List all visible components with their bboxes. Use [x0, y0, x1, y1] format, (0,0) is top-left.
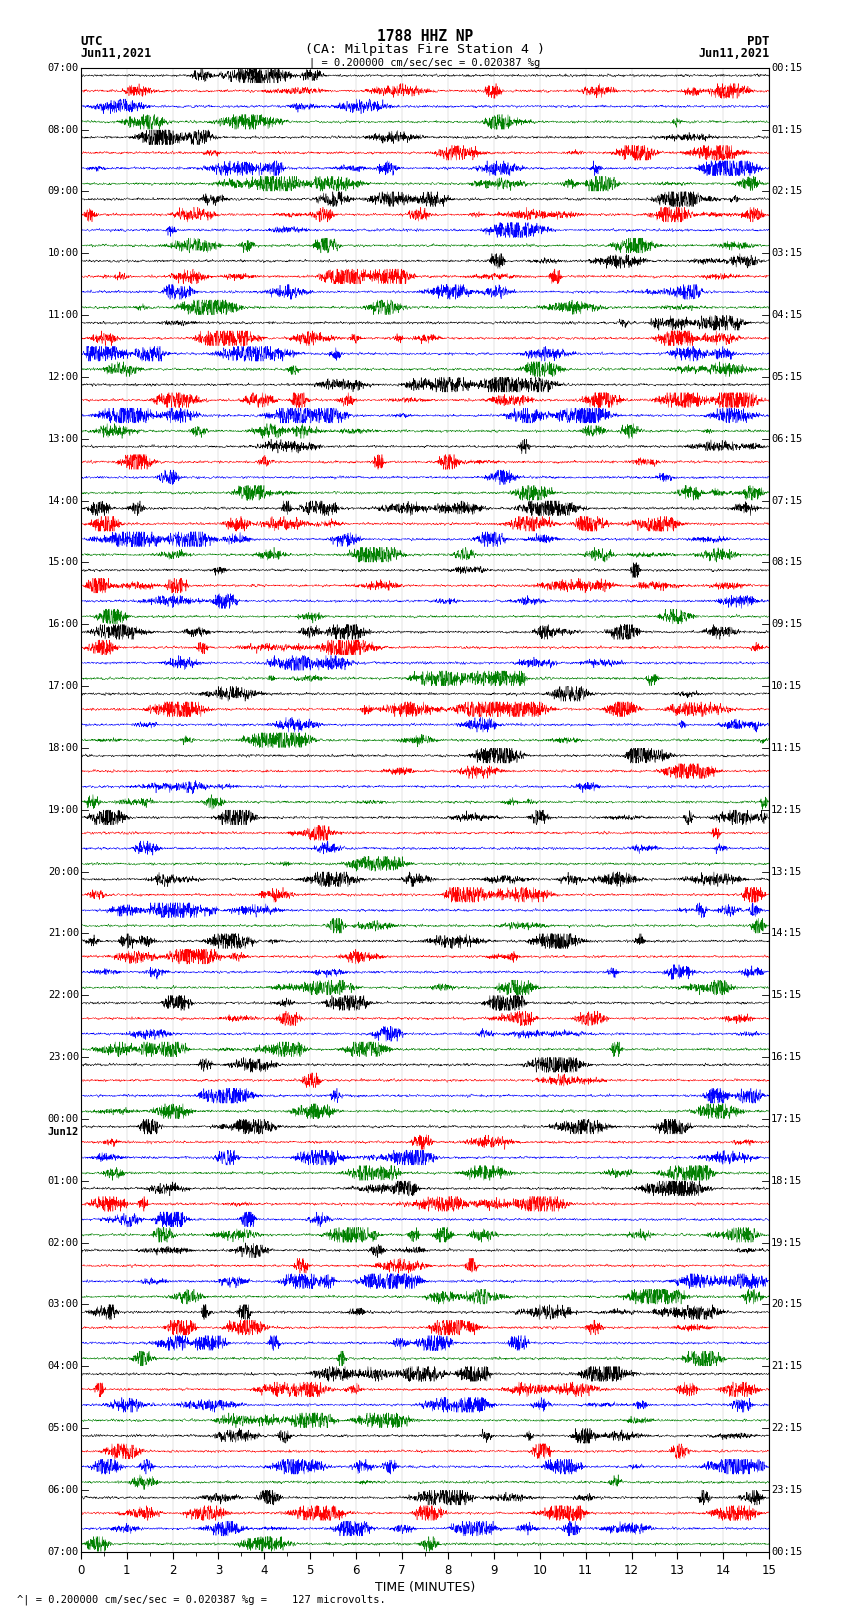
Text: ^| = 0.200000 cm/sec/sec = 0.020387 %g =    127 microvolts.: ^| = 0.200000 cm/sec/sec = 0.020387 %g =…	[17, 1594, 386, 1605]
Text: 22:15: 22:15	[771, 1423, 802, 1432]
Text: 00:15: 00:15	[771, 63, 802, 73]
Text: 06:15: 06:15	[771, 434, 802, 444]
Text: 10:15: 10:15	[771, 681, 802, 690]
Text: 11:00: 11:00	[48, 310, 79, 319]
Text: 23:15: 23:15	[771, 1486, 802, 1495]
Text: 00:00: 00:00	[48, 1115, 79, 1124]
Text: 20:15: 20:15	[771, 1300, 802, 1310]
Text: 14:15: 14:15	[771, 929, 802, 939]
Text: 23:00: 23:00	[48, 1052, 79, 1061]
Text: 20:00: 20:00	[48, 866, 79, 876]
Text: 06:00: 06:00	[48, 1486, 79, 1495]
Text: 07:00: 07:00	[48, 63, 79, 73]
Text: 07:15: 07:15	[771, 495, 802, 505]
Text: 04:00: 04:00	[48, 1361, 79, 1371]
Text: 22:00: 22:00	[48, 990, 79, 1000]
Text: 21:00: 21:00	[48, 929, 79, 939]
Text: 14:00: 14:00	[48, 495, 79, 505]
Text: 19:15: 19:15	[771, 1237, 802, 1247]
Text: 09:15: 09:15	[771, 619, 802, 629]
Text: | = 0.200000 cm/sec/sec = 0.020387 %g: | = 0.200000 cm/sec/sec = 0.020387 %g	[309, 56, 541, 68]
Text: 19:00: 19:00	[48, 805, 79, 815]
Text: 16:15: 16:15	[771, 1052, 802, 1061]
Text: 07:00: 07:00	[48, 1547, 79, 1557]
Text: 21:15: 21:15	[771, 1361, 802, 1371]
Text: 09:00: 09:00	[48, 187, 79, 197]
Text: 15:00: 15:00	[48, 558, 79, 568]
Text: 05:15: 05:15	[771, 373, 802, 382]
Text: 16:00: 16:00	[48, 619, 79, 629]
Text: 12:00: 12:00	[48, 373, 79, 382]
Text: 04:15: 04:15	[771, 310, 802, 319]
Text: Jun11,2021: Jun11,2021	[81, 47, 152, 60]
X-axis label: TIME (MINUTES): TIME (MINUTES)	[375, 1581, 475, 1594]
Text: 01:00: 01:00	[48, 1176, 79, 1186]
Text: 17:00: 17:00	[48, 681, 79, 690]
Text: (CA: Milpitas Fire Station 4 ): (CA: Milpitas Fire Station 4 )	[305, 44, 545, 56]
Text: 08:15: 08:15	[771, 558, 802, 568]
Text: 02:15: 02:15	[771, 187, 802, 197]
Text: 17:15: 17:15	[771, 1115, 802, 1124]
Text: 13:00: 13:00	[48, 434, 79, 444]
Text: 13:15: 13:15	[771, 866, 802, 876]
Text: PDT: PDT	[747, 35, 769, 48]
Text: Jun11,2021: Jun11,2021	[698, 47, 769, 60]
Text: 00:15: 00:15	[771, 1547, 802, 1557]
Text: 12:15: 12:15	[771, 805, 802, 815]
Text: 03:15: 03:15	[771, 248, 802, 258]
Text: 18:00: 18:00	[48, 744, 79, 753]
Text: 01:15: 01:15	[771, 124, 802, 134]
Text: 10:00: 10:00	[48, 248, 79, 258]
Text: 08:00: 08:00	[48, 124, 79, 134]
Text: 03:00: 03:00	[48, 1300, 79, 1310]
Text: 05:00: 05:00	[48, 1423, 79, 1432]
Text: Jun12: Jun12	[48, 1127, 79, 1137]
Text: 1788 HHZ NP: 1788 HHZ NP	[377, 29, 473, 44]
Text: 02:00: 02:00	[48, 1237, 79, 1247]
Text: 11:15: 11:15	[771, 744, 802, 753]
Text: 18:15: 18:15	[771, 1176, 802, 1186]
Text: 15:15: 15:15	[771, 990, 802, 1000]
Text: UTC: UTC	[81, 35, 103, 48]
